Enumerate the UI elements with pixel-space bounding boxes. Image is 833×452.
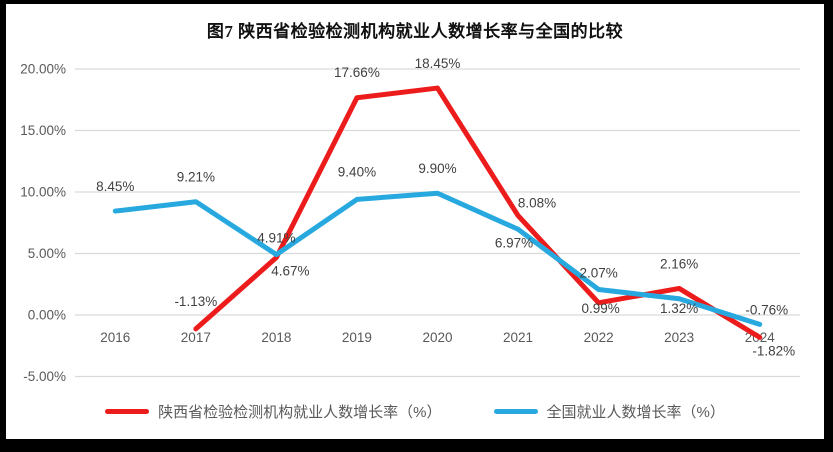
data-label: -0.76%: [745, 302, 788, 317]
data-label: 4.91%: [257, 231, 295, 246]
legend-item-shaanxi: 陕西省检验检测机构就业人数增长率（%）: [105, 401, 442, 422]
chart-canvas: 图7 陕西省检验检测机构就业人数增长率与全国的比较 20.00% 15.00% 10…: [6, 4, 824, 439]
data-label: 2.07%: [579, 266, 617, 281]
data-label: -1.13%: [174, 294, 217, 309]
x-tick-label: 2020: [422, 330, 452, 345]
chart-legend: 陕西省检验检测机构就业人数增长率（%） 全国就业人数增长率（%）: [6, 401, 824, 422]
data-label: 9.40%: [338, 164, 376, 179]
data-label: 1.32%: [660, 301, 698, 316]
y-tick-label: 5.00%: [28, 246, 66, 261]
legend-item-national: 全国就业人数增长率（%）: [493, 401, 725, 422]
y-tick-label: 20.00%: [20, 62, 66, 77]
x-tick-label: 2019: [342, 330, 372, 345]
data-label: 9.21%: [177, 170, 215, 185]
y-tick-label: -5.00%: [23, 369, 66, 384]
x-tick-label: 2018: [261, 330, 291, 345]
y-tick-label: 15.00%: [20, 123, 66, 138]
y-tick-label: 0.00%: [28, 308, 66, 323]
x-tick-label: 2021: [503, 330, 533, 345]
data-label: 9.90%: [418, 161, 456, 176]
y-tick-label: 10.00%: [20, 185, 66, 200]
data-label: 8.45%: [96, 179, 134, 194]
red-line-swatch-icon: [105, 409, 150, 414]
data-label: -1.82%: [752, 343, 795, 358]
x-tick-label: 2023: [664, 330, 694, 345]
data-label: 2.16%: [660, 256, 698, 271]
legend-label-national: 全国就业人数增长率（%）: [546, 404, 725, 421]
line-chart: 20.00% 15.00% 10.00% 5.00% 0.00% -5.00% 2016 20…: [20, 56, 800, 384]
data-label: 4.67%: [271, 264, 309, 279]
series-line: [112, 190, 763, 327]
data-label: 8.08%: [518, 196, 556, 211]
blue-line-swatch-icon: [493, 409, 538, 414]
data-label: 0.99%: [581, 301, 619, 316]
data-label: 17.66%: [334, 65, 380, 80]
chart-title: 图7 陕西省检验检测机构就业人数增长率与全国的比较: [206, 22, 624, 41]
series-line: [193, 85, 763, 340]
x-tick-label: 2016: [100, 330, 130, 345]
x-tick-label: 2022: [584, 330, 614, 345]
legend-label-shaanxi: 陕西省检验检测机构就业人数增长率（%）: [158, 404, 442, 421]
data-label: 6.97%: [495, 235, 533, 250]
data-label: 18.45%: [415, 56, 461, 71]
x-tick-label: 2017: [181, 330, 211, 345]
